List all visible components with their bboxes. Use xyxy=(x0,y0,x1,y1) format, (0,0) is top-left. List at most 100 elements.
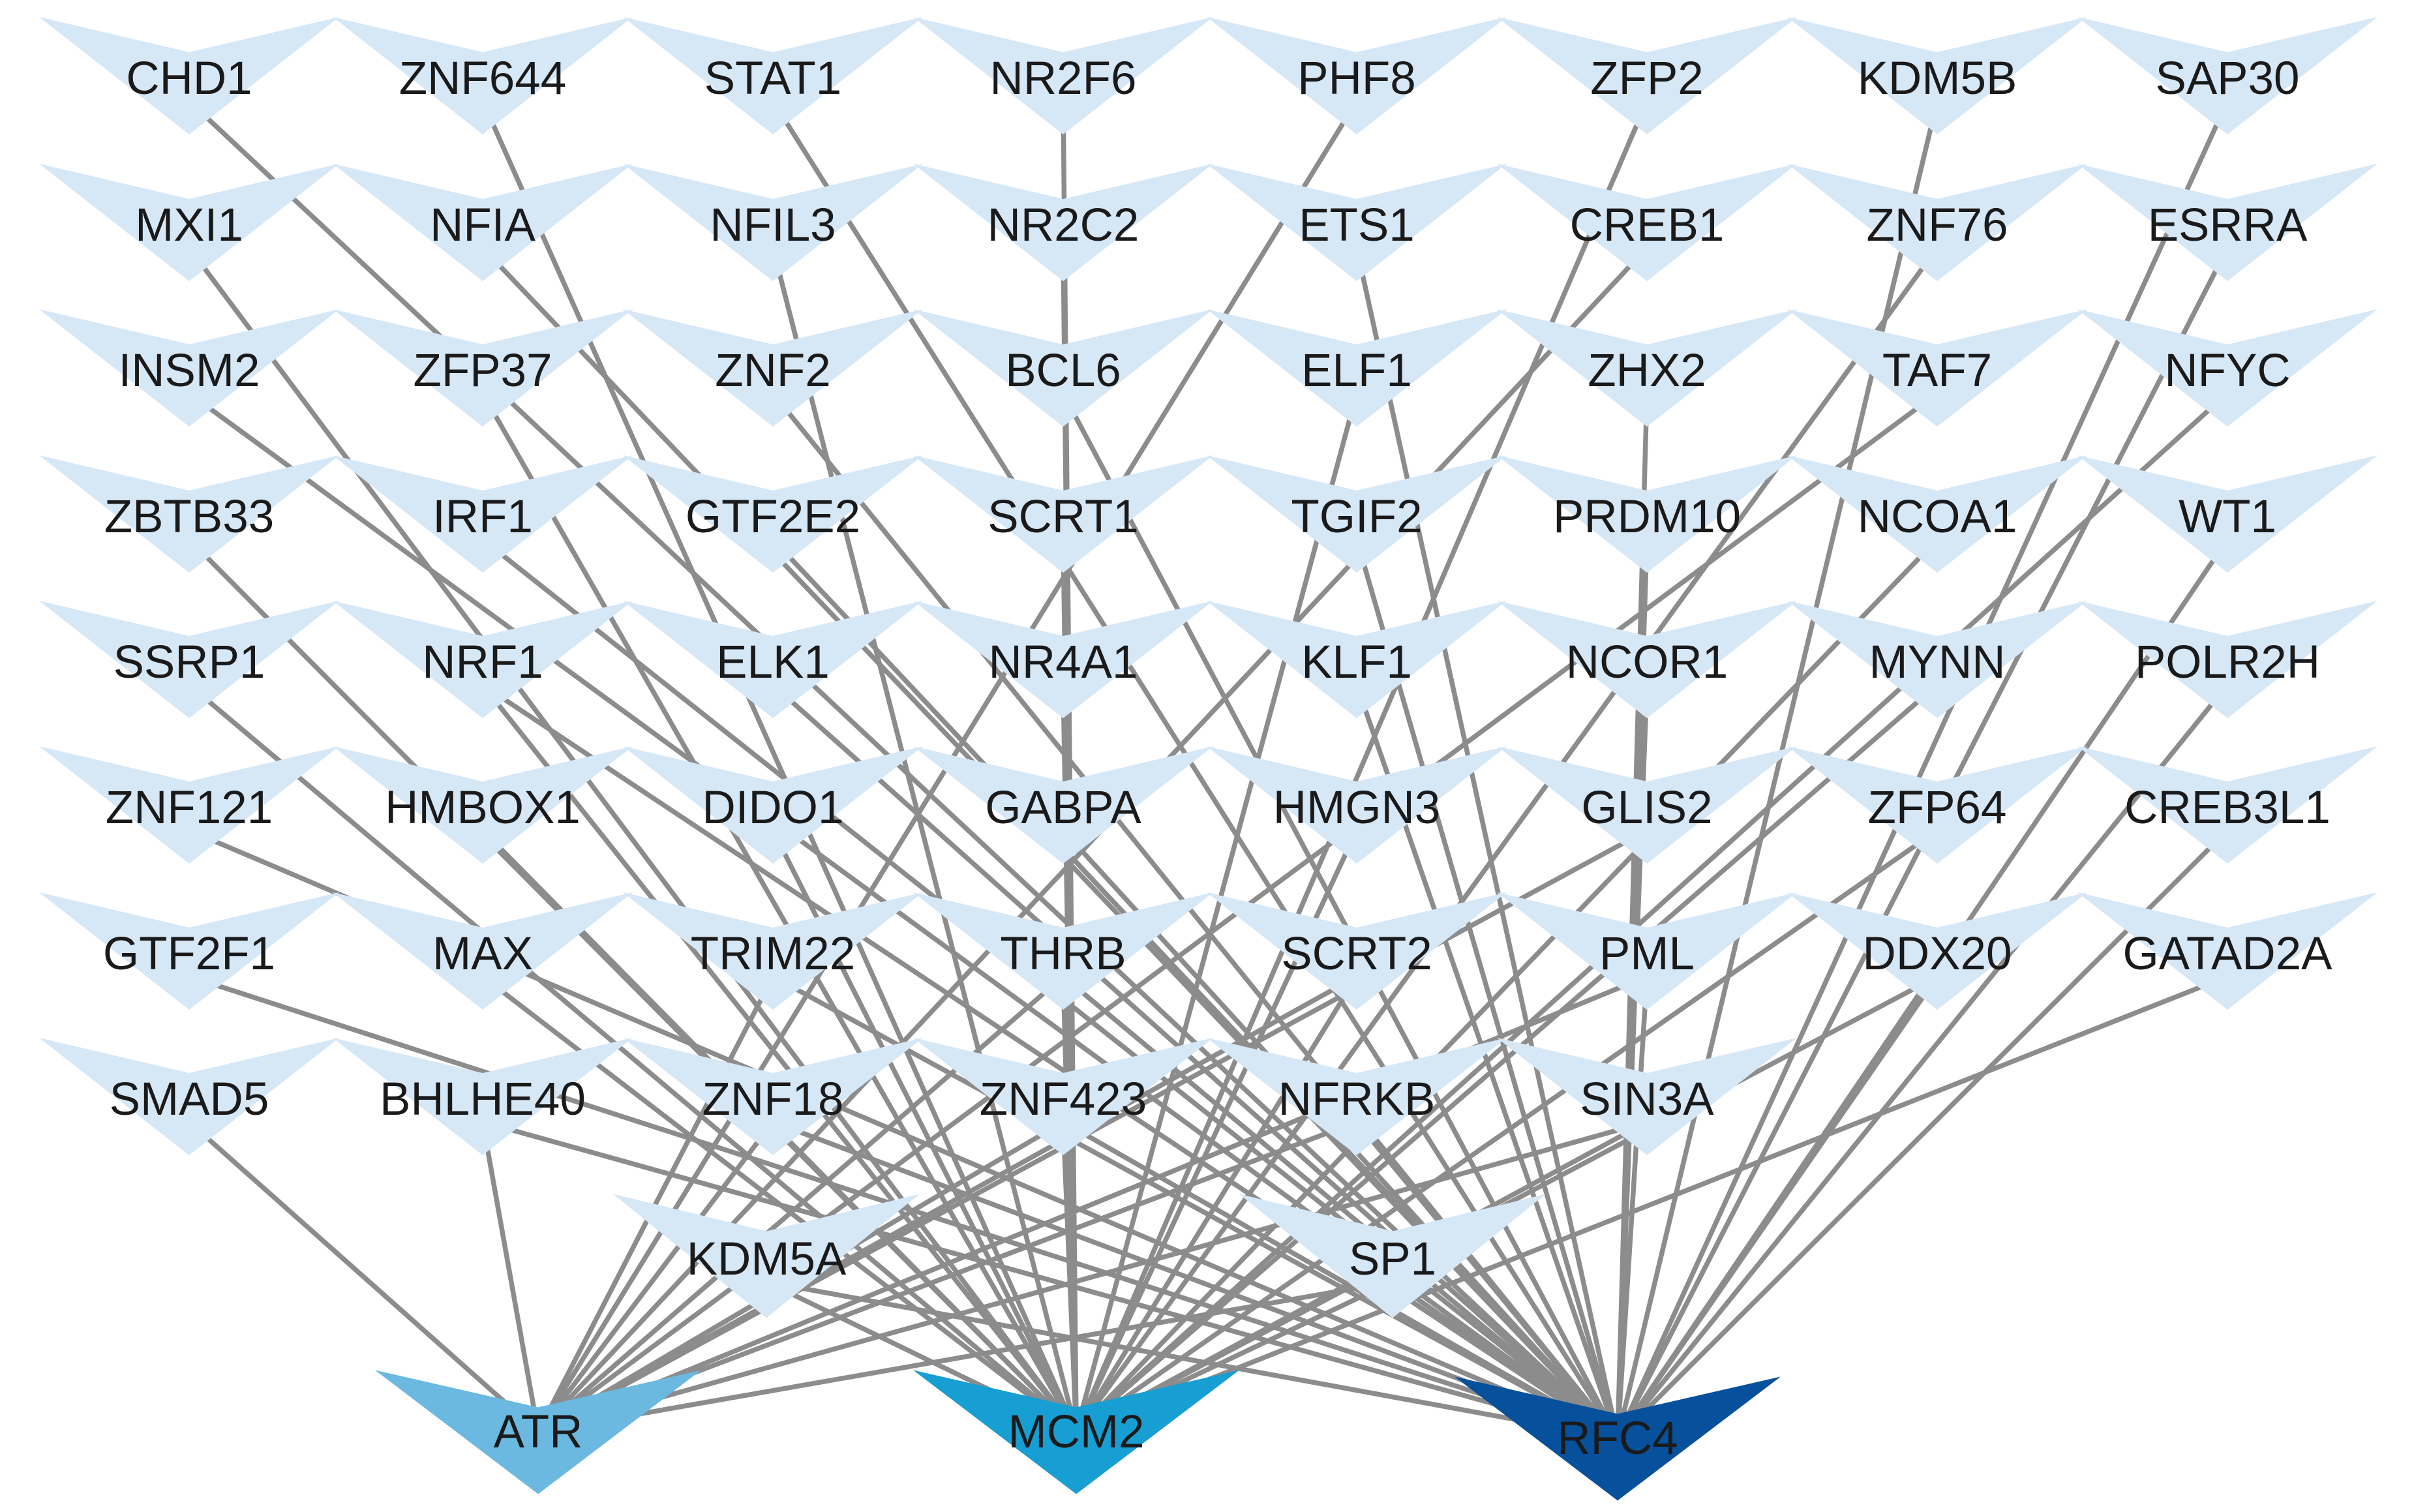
tf-label-zfp64: ZFP64 xyxy=(1867,782,2006,834)
tf-shape-phf8 xyxy=(1207,17,1507,134)
tf-node-nr2f6[interactable]: NR2F6 xyxy=(913,17,1213,134)
tf-node-kdm5a[interactable]: KDM5A xyxy=(613,1194,920,1318)
tf-node-ncor1[interactable]: NCOR1 xyxy=(1497,601,1797,718)
tf-node-nr4a1[interactable]: NR4A1 xyxy=(913,601,1213,718)
tf-node-sap30[interactable]: SAP30 xyxy=(2077,17,2377,134)
tf-node-max[interactable]: MAX xyxy=(333,892,633,1010)
tf-node-zhx2[interactable]: ZHX2 xyxy=(1497,309,1797,427)
tf-label-ets1: ETS1 xyxy=(1299,200,1415,251)
tf-shape-nfyc xyxy=(2077,309,2377,427)
tf-shape-bcl6 xyxy=(913,309,1213,427)
tf-shape-ddx20 xyxy=(1787,892,2087,1010)
tf-label-glis2: GLIS2 xyxy=(1581,782,1712,834)
tf-node-zfp2[interactable]: ZFP2 xyxy=(1497,17,1797,134)
tf-node-hmgn3[interactable]: HMGN3 xyxy=(1207,746,1507,864)
tf-node-hmbox1[interactable]: HMBOX1 xyxy=(333,746,633,864)
tf-label-ncoa1: NCOA1 xyxy=(1858,491,2017,543)
tf-node-znf2[interactable]: ZNF2 xyxy=(623,309,923,427)
tf-node-znf18[interactable]: ZNF18 xyxy=(623,1038,923,1155)
edge-nrf1-rfc4 xyxy=(480,682,1620,1441)
edge-kdm5a-rfc4 xyxy=(764,1279,1620,1441)
edge-gatad2a-mcm2 xyxy=(1074,974,2230,1434)
tf-node-trim22[interactable]: TRIM22 xyxy=(623,892,923,1010)
tf-node-sp1[interactable]: SP1 xyxy=(1239,1194,1546,1318)
tf-node-zbtb33[interactable]: ZBTB33 xyxy=(39,455,339,573)
tf-label-pml: PML xyxy=(1599,928,1695,980)
tf-label-esrra: ESRRA xyxy=(2148,200,2308,251)
tf-node-nfia[interactable]: NFIA xyxy=(333,164,633,281)
tf-node-insm2[interactable]: INSM2 xyxy=(39,309,339,427)
tf-node-dido1[interactable]: DIDO1 xyxy=(623,746,923,864)
tf-label-kdm5b: KDM5B xyxy=(1858,53,2017,104)
tf-label-znf121: ZNF121 xyxy=(106,782,273,834)
tf-node-thrb[interactable]: THRB xyxy=(913,892,1213,1010)
tf-node-bcl6[interactable]: BCL6 xyxy=(913,309,1213,427)
tf-node-znf644[interactable]: ZNF644 xyxy=(333,17,633,134)
tf-node-polr2h[interactable]: POLR2H xyxy=(2077,601,2377,718)
tf-node-gtf2e2[interactable]: GTF2E2 xyxy=(623,455,923,573)
tf-node-taf7[interactable]: TAF7 xyxy=(1787,309,2087,427)
tf-node-znf76[interactable]: ZNF76 xyxy=(1787,164,2087,281)
tf-node-scrt2[interactable]: SCRT2 xyxy=(1207,892,1507,1010)
tf-label-elk1: ELK1 xyxy=(716,637,830,688)
tf-node-elf1[interactable]: ELF1 xyxy=(1207,309,1507,427)
tf-node-gabpa[interactable]: GABPA xyxy=(913,746,1213,864)
tf-shape-irf1 xyxy=(333,455,633,573)
tf-node-ssrp1[interactable]: SSRP1 xyxy=(39,601,339,718)
tf-node-mynn[interactable]: MYNN xyxy=(1787,601,2087,718)
tf-node-znf423[interactable]: ZNF423 xyxy=(913,1038,1213,1155)
tf-node-glis2[interactable]: GLIS2 xyxy=(1497,746,1797,864)
tf-node-tgif2[interactable]: TGIF2 xyxy=(1207,455,1507,573)
tf-node-nr2c2[interactable]: NR2C2 xyxy=(913,164,1213,281)
tf-node-wt1[interactable]: WT1 xyxy=(2077,455,2377,573)
tf-node-mxi1[interactable]: MXI1 xyxy=(39,164,339,281)
tf-node-nrf1[interactable]: NRF1 xyxy=(333,601,633,718)
tf-node-kdm5b[interactable]: KDM5B xyxy=(1787,17,2087,134)
tf-node-creb1[interactable]: CREB1 xyxy=(1497,164,1797,281)
tf-label-znf2: ZNF2 xyxy=(715,345,831,397)
tf-shape-trim22 xyxy=(623,892,923,1010)
target-label-mcm2: MCM2 xyxy=(1008,1406,1144,1458)
tf-node-irf1[interactable]: IRF1 xyxy=(333,455,633,573)
tf-label-creb3l1: CREB3L1 xyxy=(2124,782,2331,834)
tf-node-sin3a[interactable]: SIN3A xyxy=(1497,1038,1797,1155)
tf-node-esrra[interactable]: ESRRA xyxy=(2077,164,2377,281)
tf-node-ddx20[interactable]: DDX20 xyxy=(1787,892,2087,1010)
tf-node-nfyc[interactable]: NFYC xyxy=(2077,309,2377,427)
edge-elf1-mcm2 xyxy=(1074,391,1359,1434)
tf-node-nfrkb[interactable]: NFRKB xyxy=(1207,1038,1507,1155)
tf-node-zfp64[interactable]: ZFP64 xyxy=(1787,746,2087,864)
tf-node-scrt1[interactable]: SCRT1 xyxy=(913,455,1213,573)
tf-node-ncoa1[interactable]: NCOA1 xyxy=(1787,455,2087,573)
tf-node-pml[interactable]: PML xyxy=(1497,892,1797,1010)
tf-shape-sin3a xyxy=(1497,1038,1797,1155)
target-node-rfc4[interactable]: RFC4 xyxy=(1455,1376,1781,1501)
tf-node-elk1[interactable]: ELK1 xyxy=(623,601,923,718)
tf-node-phf8[interactable]: PHF8 xyxy=(1207,17,1507,134)
tf-label-phf8: PHF8 xyxy=(1297,53,1416,104)
tf-node-znf121[interactable]: ZNF121 xyxy=(39,746,339,864)
tf-node-bhlhe40[interactable]: BHLHE40 xyxy=(333,1038,633,1155)
tf-label-nr2c2: NR2C2 xyxy=(988,200,1139,251)
tf-label-gtf2f1: GTF2F1 xyxy=(103,928,275,980)
tf-node-chd1[interactable]: CHD1 xyxy=(39,17,339,134)
tf-node-smad5[interactable]: SMAD5 xyxy=(39,1038,339,1155)
target-node-atr[interactable]: ATR xyxy=(375,1370,701,1494)
tf-node-gtf2f1[interactable]: GTF2F1 xyxy=(39,892,339,1010)
edge-bhlhe40-atr xyxy=(480,1119,541,1434)
target-node-mcm2[interactable]: MCM2 xyxy=(913,1370,1239,1494)
tf-node-klf1[interactable]: KLF1 xyxy=(1207,601,1507,718)
tf-node-zfp37[interactable]: ZFP37 xyxy=(333,309,633,427)
edge-ddx20-rfc4 xyxy=(1615,974,1940,1441)
tf-shape-scrt1 xyxy=(913,455,1213,573)
tf-node-prdm10[interactable]: PRDM10 xyxy=(1497,455,1797,573)
target-shape-rfc4 xyxy=(1455,1376,1781,1501)
tf-node-ets1[interactable]: ETS1 xyxy=(1207,164,1507,281)
tf-node-nfil3[interactable]: NFIL3 xyxy=(623,164,923,281)
tf-label-sin3a: SIN3A xyxy=(1580,1074,1714,1125)
tf-node-stat1[interactable]: STAT1 xyxy=(623,17,923,134)
tf-node-gatad2a[interactable]: GATAD2A xyxy=(2077,892,2377,1010)
tf-node-creb3l1[interactable]: CREB3L1 xyxy=(2077,746,2377,864)
tf-shape-max xyxy=(333,892,633,1010)
